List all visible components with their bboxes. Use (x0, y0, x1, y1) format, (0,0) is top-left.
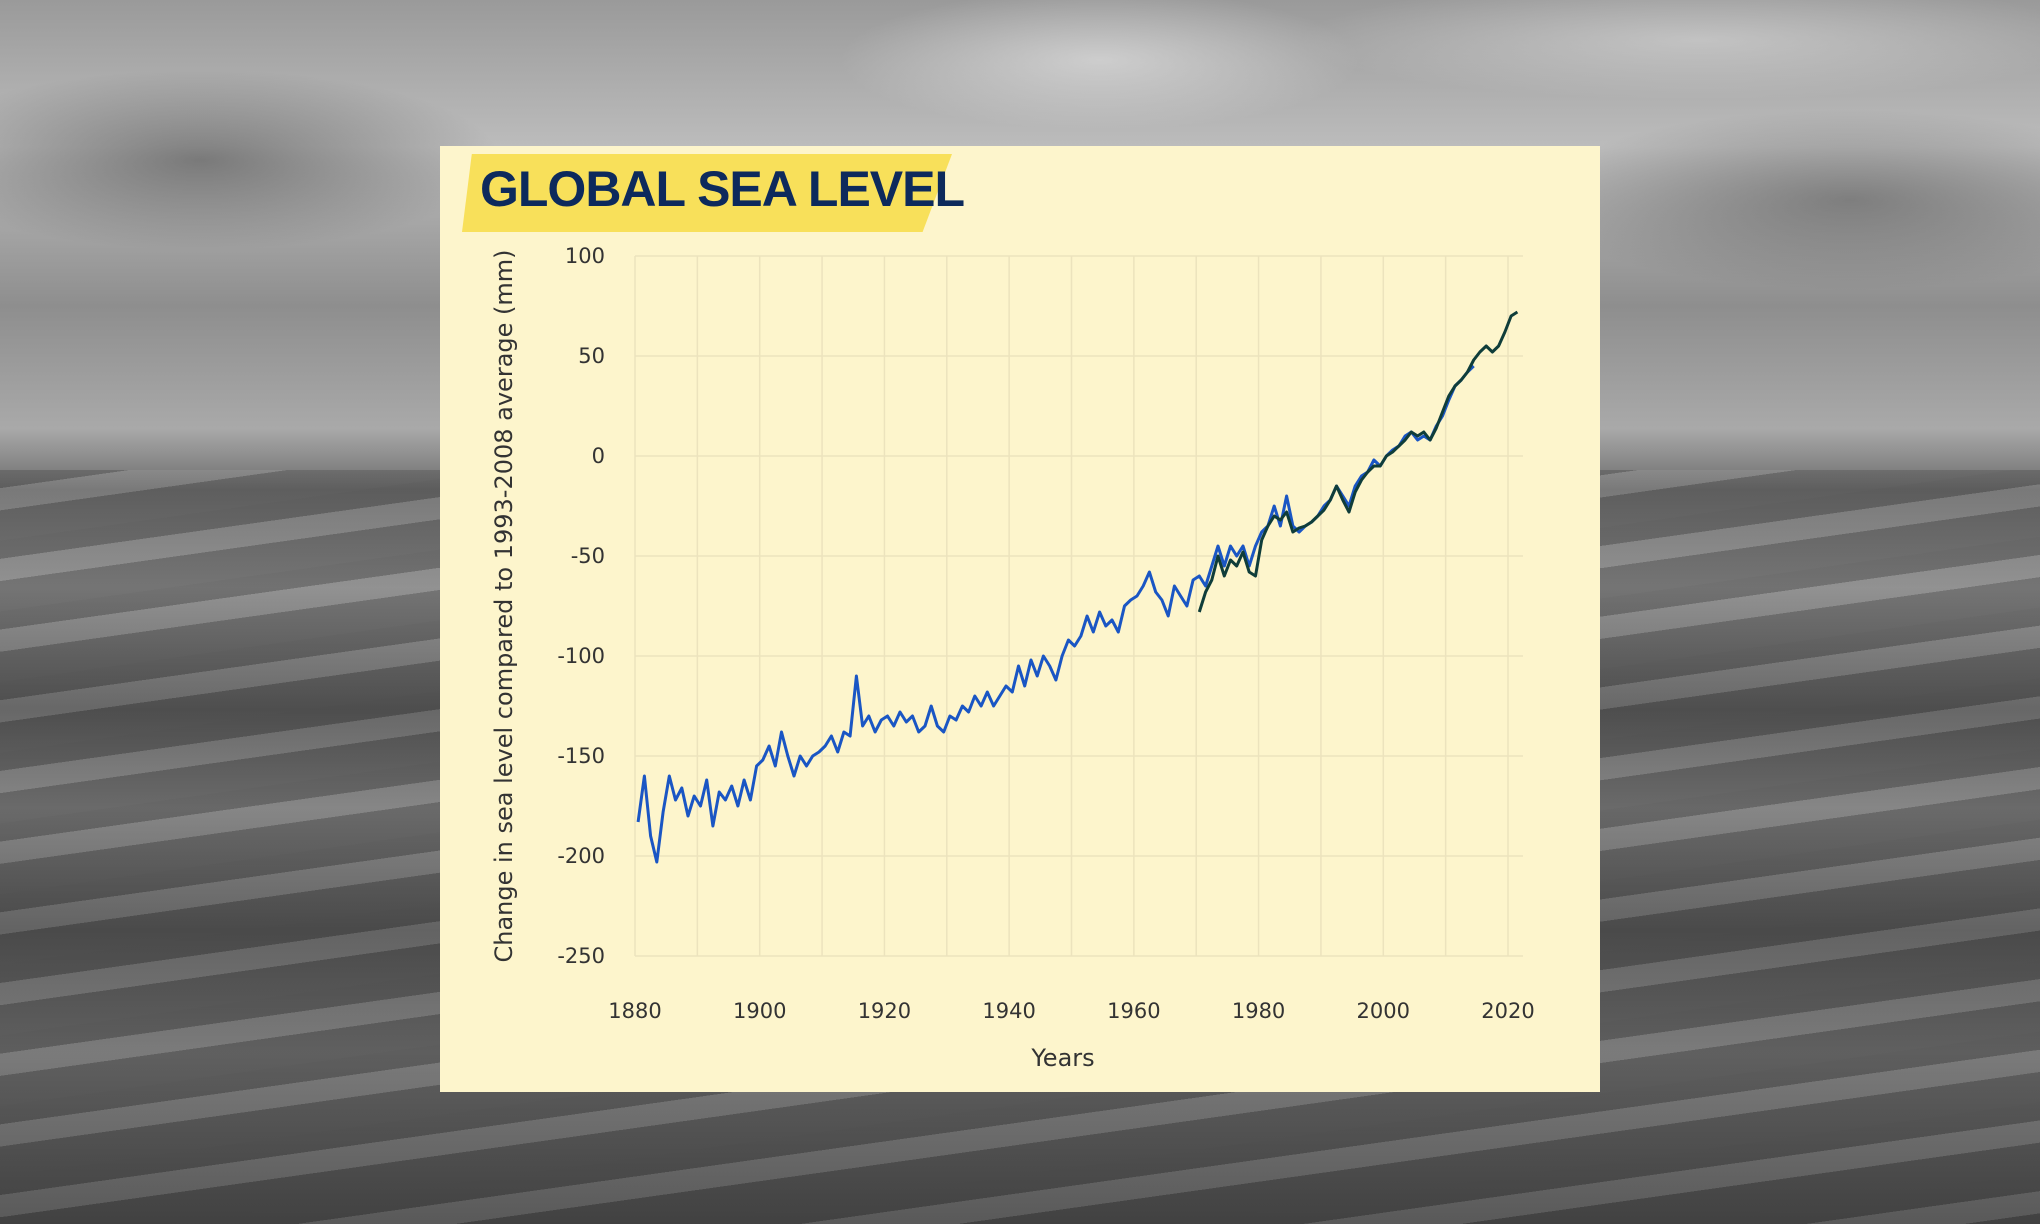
x-axis-label: Years (1030, 1044, 1094, 1072)
x-tick-label: 1980 (1232, 999, 1285, 1023)
chart-panel (440, 146, 1600, 1092)
x-tick-label: 1960 (1107, 999, 1160, 1023)
y-tick-label: -150 (557, 744, 605, 768)
y-tick-label: 50 (578, 344, 605, 368)
y-tick-label: -200 (557, 844, 605, 868)
x-tick-labels: 1880 1900 1920 1940 1960 1980 2000 2020 (608, 999, 1534, 1023)
title-highlight (462, 154, 952, 232)
x-tick-label: 1900 (733, 999, 786, 1023)
chart-title: GLOBAL SEA LEVEL (480, 161, 965, 217)
x-tick-label: 1940 (982, 999, 1035, 1023)
x-tick-label: 2020 (1481, 999, 1534, 1023)
series-line-1 (636, 364, 1475, 864)
y-axis-label: Change in sea level compared to 1993-200… (490, 249, 518, 962)
y-tick-label: 100 (565, 244, 605, 268)
y-tick-labels: 100 50 0 -50 -100 -150 -200 -250 (557, 244, 605, 968)
grid (634, 255, 1523, 957)
x-tick-label: 1920 (858, 999, 911, 1023)
x-tick-label: 2000 (1357, 999, 1410, 1023)
series-line-2 (1197, 310, 1519, 613)
y-tick-label: -50 (571, 544, 605, 568)
y-tick-label: -100 (557, 644, 605, 668)
series-lines (636, 310, 1519, 864)
y-tick-label: 0 (592, 444, 605, 468)
x-tick-label: 1880 (608, 999, 661, 1023)
y-tick-label: -250 (557, 944, 605, 968)
